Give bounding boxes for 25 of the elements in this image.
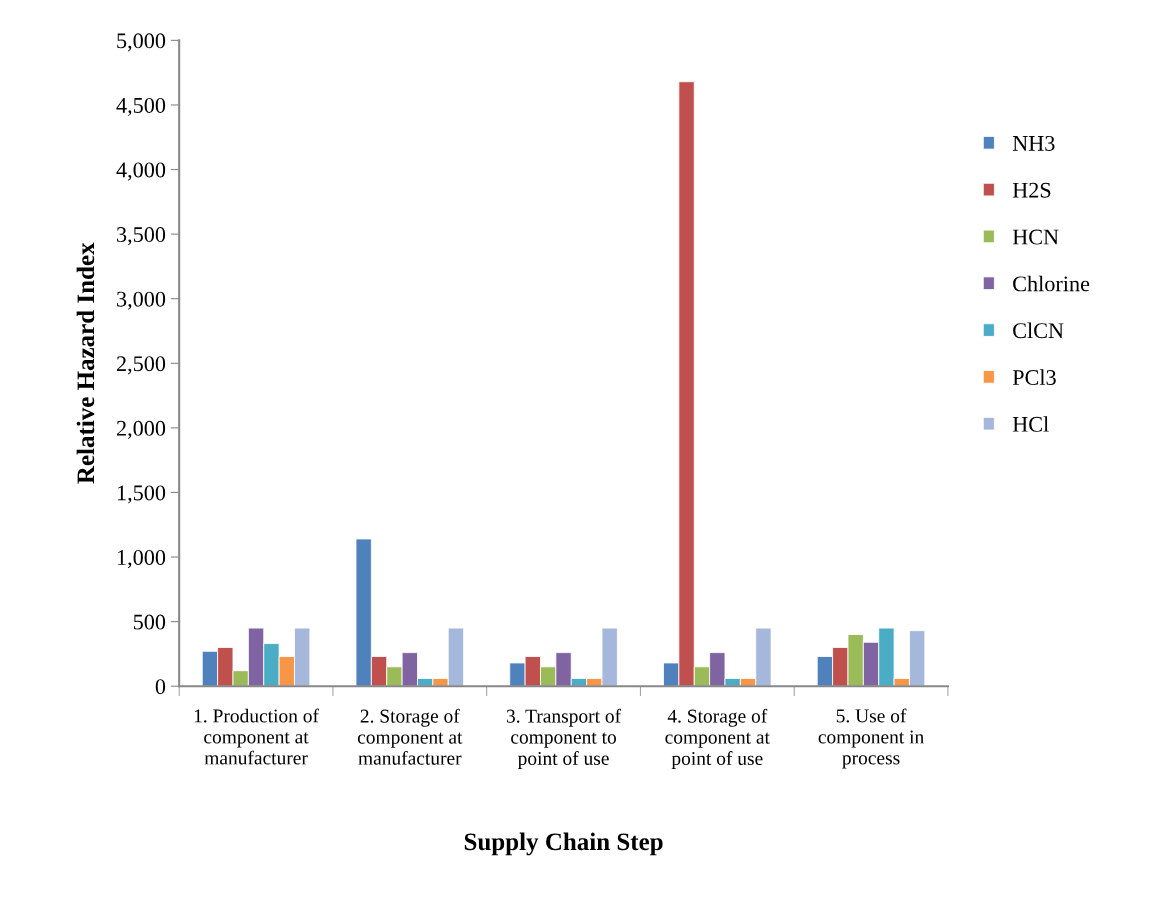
x-axis-title: Supply Chain Step xyxy=(464,832,663,856)
y-axis-title: Relative Hazard Index xyxy=(76,242,95,484)
legend-label: Chlorine xyxy=(1013,275,1090,292)
x-tick-label: 5. Use of component in process xyxy=(818,708,924,769)
x-tick-label: 2. Storage of component at manufacturer xyxy=(357,708,463,765)
y-tick-label: 1,500 xyxy=(117,485,166,504)
y-tick-label: 3,000 xyxy=(117,291,166,310)
y-tick-label: 4,500 xyxy=(116,97,166,117)
x-tick-label: 3. Transport of component to point of use xyxy=(506,708,622,769)
y-tick-label: 4,000 xyxy=(116,162,166,181)
y-tick-label: 500 xyxy=(133,614,166,630)
y-tick-label: 1,000 xyxy=(117,549,166,569)
legend-label: HCl xyxy=(1012,416,1049,432)
x-tick-label: 1. Production of component at manufacturer xyxy=(194,708,319,765)
legend-label: PCl3 xyxy=(1012,369,1056,385)
legend-label: HCN xyxy=(1012,229,1059,245)
x-tick-label: 4. Storage of component at point of use xyxy=(665,708,770,769)
y-tick-label: 0 xyxy=(155,679,166,695)
y-tick-label: 2,000 xyxy=(116,420,166,439)
y-tick-label: 3,500 xyxy=(117,227,166,246)
legend-label: H2S xyxy=(1012,182,1051,198)
y-tick-label: 5,000 xyxy=(117,33,166,52)
y-tick-label: 2,500 xyxy=(116,356,166,375)
legend-label: NH3 xyxy=(1012,135,1055,151)
legend-label: ClCN xyxy=(1013,322,1064,339)
